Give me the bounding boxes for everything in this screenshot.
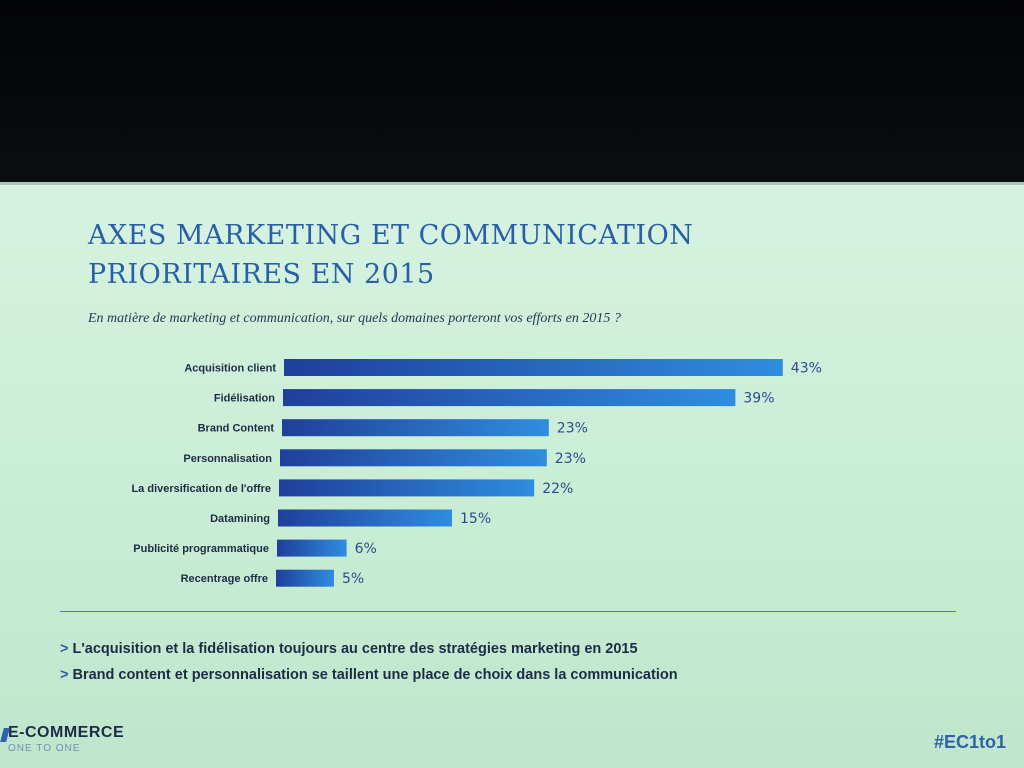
- value-label: 23%: [557, 421, 588, 437]
- bar: [282, 419, 549, 437]
- bar: [278, 509, 452, 527]
- category-label: Recentrage offre: [181, 573, 268, 585]
- chart-rows: Acquisition client 43% Fidélisation 39% Bran…: [131, 359, 822, 587]
- value-label: 15%: [460, 511, 491, 527]
- takeaway-text: L'acquisition et la fidélisation toujour…: [72, 641, 638, 657]
- arrow-marker: >: [60, 667, 69, 683]
- takeaway-item: > Brand content et personnalisation se ta…: [60, 662, 678, 688]
- chart-row: Acquisition client 43%: [184, 359, 822, 377]
- chart-row: Recentrage offre 5%: [181, 569, 364, 587]
- takeaway-list: > L'acquisition et la fidélisation toujou…: [60, 636, 678, 688]
- bar: [279, 479, 535, 497]
- brand-name: E-COMMERCE: [8, 724, 125, 741]
- slide-subtitle: En matière de marketing et communication…: [88, 311, 621, 326]
- bar: [276, 569, 334, 587]
- chart-row: Publicité programmatique 6%: [133, 539, 377, 557]
- slide-top-edge: [0, 182, 1024, 185]
- bar: [283, 389, 736, 407]
- divider: [60, 611, 956, 612]
- value-label: 5%: [342, 571, 364, 587]
- value-label: 6%: [355, 541, 377, 557]
- category-label: Acquisition client: [184, 363, 276, 375]
- value-label: 22%: [542, 481, 573, 497]
- value-label: 43%: [791, 361, 822, 377]
- chart-row: La diversification de l'offre 22%: [131, 479, 573, 497]
- value-label: 23%: [555, 451, 586, 467]
- chart-row: Datamining 15%: [210, 509, 491, 527]
- arrow-marker: >: [60, 641, 69, 657]
- category-label: La diversification de l'offre: [131, 483, 271, 495]
- brand-tagline: ONE TO ONE: [8, 743, 81, 754]
- slide-title-line-1: AXES MARKETING ET COMMUNICATION: [88, 220, 694, 251]
- chart-row: Personnalisation 23%: [183, 449, 586, 467]
- category-label: Personnalisation: [183, 453, 272, 465]
- category-label: Datamining: [210, 513, 270, 525]
- bar: [277, 539, 347, 557]
- value-label: 39%: [743, 391, 774, 407]
- category-label: Fidélisation: [214, 393, 275, 405]
- category-label: Brand Content: [198, 423, 275, 435]
- takeaway-text: Brand content et personnalisation se tai…: [72, 667, 678, 683]
- category-label: Publicité programmatique: [133, 543, 269, 555]
- takeaway-item: > L'acquisition et la fidélisation toujou…: [60, 636, 678, 662]
- projection-background: [0, 0, 1024, 185]
- slide-title: AXES MARKETING ET COMMUNICATION PRIORITA…: [88, 216, 693, 294]
- brand-logo: E-COMMERCE ONE TO ONE: [0, 724, 125, 754]
- bar: [284, 359, 783, 376]
- event-hashtag: #EC1to1: [933, 732, 1006, 752]
- slide-title-line-2: PRIORITAIRES EN 2015: [88, 259, 435, 290]
- bar: [280, 449, 547, 467]
- chart-row: Brand Content 23%: [198, 419, 588, 437]
- slide: [0, 182, 1024, 768]
- chart-row: Fidélisation 39%: [214, 389, 775, 407]
- bar-chart: Acquisition client 43% Fidélisation 39% Bran…: [131, 359, 822, 587]
